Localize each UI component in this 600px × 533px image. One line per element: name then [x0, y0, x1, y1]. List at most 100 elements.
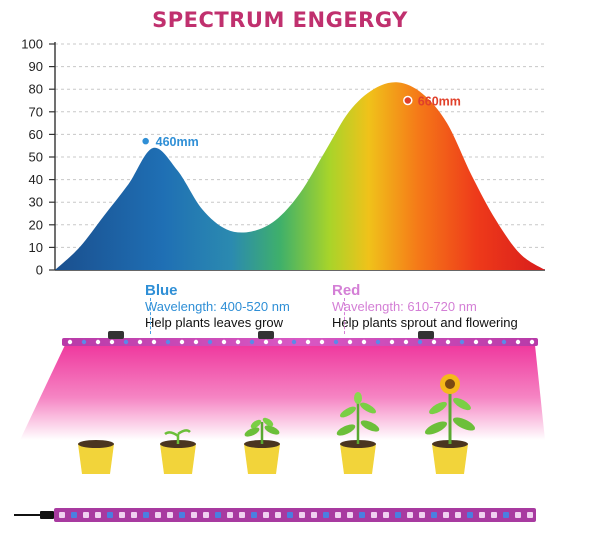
bar-clip [108, 331, 124, 339]
red-band-name: Red [332, 282, 361, 299]
bar-led [291, 339, 297, 345]
strip-led [275, 512, 281, 518]
peak-marker [403, 95, 413, 106]
strip-led [527, 512, 533, 518]
bar-clip [258, 331, 274, 339]
strip-led [71, 512, 77, 518]
pot-4 [336, 392, 380, 474]
bar-led [431, 339, 437, 345]
bar-led [221, 339, 227, 345]
bar-led [95, 339, 101, 345]
strip-led [407, 512, 413, 518]
y-tick-label: 10 [29, 240, 43, 255]
bar-led [235, 339, 241, 345]
strip-led [251, 512, 257, 518]
red-band-divider [344, 298, 345, 334]
strip-led [179, 512, 185, 518]
bar-led [179, 339, 185, 345]
bar-led [529, 339, 535, 345]
bar-led [165, 339, 171, 345]
bar-led [151, 339, 157, 345]
blue-band-wavelength: Wavelength: 400-520 nm [145, 299, 290, 314]
bar-led [347, 339, 353, 345]
strip-led [155, 512, 161, 518]
strip-led [383, 512, 389, 518]
strip-led [107, 512, 113, 518]
red-band-wavelength: Wavelength: 610-720 nm [332, 299, 477, 314]
strip-led [215, 512, 221, 518]
bar-led [375, 339, 381, 345]
y-tick-label: 80 [29, 82, 43, 97]
strip-led [419, 512, 425, 518]
red-band-label: Red Wavelength: 610-720 nm Help plants s… [332, 283, 518, 331]
y-tick-label: 0 [36, 263, 43, 278]
chart-title: SPECTRUM ENGERGY [152, 8, 408, 32]
bar-led [389, 339, 395, 345]
grow-light-illustration [14, 331, 545, 522]
strip-led [515, 512, 521, 518]
strip-led [479, 512, 485, 518]
strip-led [143, 512, 149, 518]
blue-band-divider [150, 298, 151, 334]
sunflower-icon [440, 374, 460, 394]
bar-led [305, 339, 311, 345]
strip-led [443, 512, 449, 518]
bar-led [473, 339, 479, 345]
bar-led [249, 339, 255, 345]
strip-led [371, 512, 377, 518]
pot-3 [244, 417, 280, 474]
strip-led [335, 512, 341, 518]
strip-led [311, 512, 317, 518]
bar-led [109, 339, 115, 345]
strip-led [59, 512, 65, 518]
bar-led [137, 339, 143, 345]
bar-led [417, 339, 423, 345]
red-band-description: Help plants sprout and flowering [332, 315, 518, 330]
bar-led [361, 339, 367, 345]
strip-connector [40, 511, 54, 519]
blue-band-description: Help plants leaves grow [145, 315, 284, 330]
y-tick-label: 70 [29, 104, 43, 119]
bar-led [81, 339, 87, 345]
bar-led [67, 339, 73, 345]
strip-led [491, 512, 497, 518]
strip-led [167, 512, 173, 518]
y-tick-label: 60 [29, 127, 43, 142]
peak-label: 660mm [418, 95, 461, 109]
peak-label: 460mm [156, 135, 199, 149]
pot-1 [78, 440, 114, 474]
strip-led [395, 512, 401, 518]
bar-led [319, 339, 325, 345]
bar-led [459, 339, 465, 345]
strip-led [95, 512, 101, 518]
blue-band-name: Blue [145, 282, 178, 299]
strip-led [347, 512, 353, 518]
bar-led [487, 339, 493, 345]
strip-led [119, 512, 125, 518]
bar-led [445, 339, 451, 345]
y-tick-label: 100 [21, 37, 43, 52]
led-strip [54, 508, 536, 522]
strip-led [239, 512, 245, 518]
spectrum-area [55, 82, 545, 270]
strip-led [467, 512, 473, 518]
bar-led [207, 339, 213, 345]
light-glow [20, 345, 545, 440]
light-bar [62, 338, 538, 346]
y-tick-label: 40 [29, 172, 43, 187]
strip-led [455, 512, 461, 518]
strip-led [191, 512, 197, 518]
bar-led [501, 339, 507, 345]
strip-led [227, 512, 233, 518]
strip-led [131, 512, 137, 518]
blue-band-label: Blue Wavelength: 400-520 nm Help plants … [145, 283, 290, 331]
strip-led [359, 512, 365, 518]
strip-led [263, 512, 269, 518]
strip-led [83, 512, 89, 518]
strip-led [431, 512, 437, 518]
y-tick-label: 30 [29, 195, 43, 210]
strip-led [287, 512, 293, 518]
peak-marker [140, 136, 151, 146]
pot-2 [160, 429, 196, 474]
